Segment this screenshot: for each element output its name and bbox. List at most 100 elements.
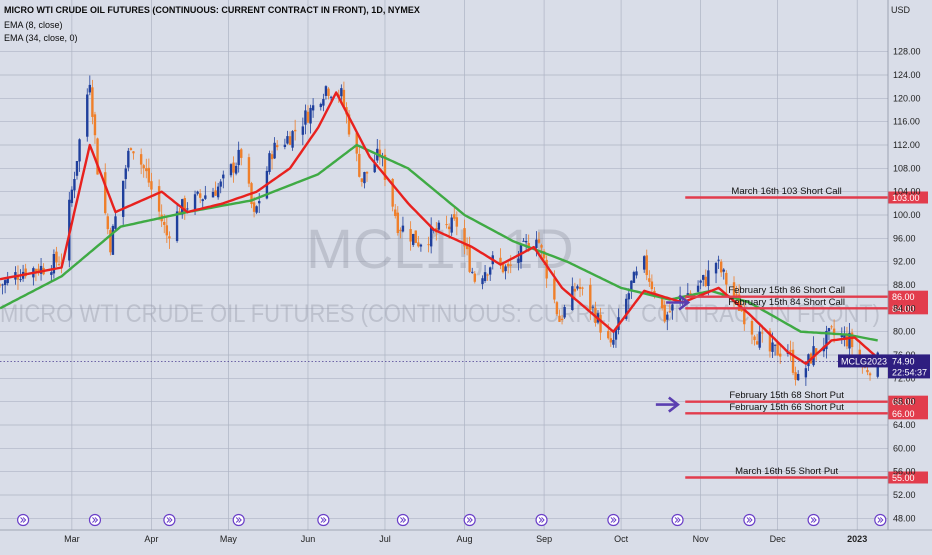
candle-down xyxy=(106,216,109,230)
price-tick-label: 108.00 xyxy=(893,163,921,173)
candle-up xyxy=(186,208,189,210)
candle-down xyxy=(104,172,107,214)
price-tick-label: 124.00 xyxy=(893,70,921,80)
candle-down xyxy=(499,257,502,264)
candle-down xyxy=(501,263,505,273)
candle-down xyxy=(560,318,564,321)
candle-down xyxy=(417,242,420,247)
candle-up xyxy=(627,293,630,300)
candle-up xyxy=(88,84,92,93)
candle-up xyxy=(175,211,179,241)
level-tag xyxy=(888,191,928,204)
candle-down xyxy=(150,181,153,190)
candle-down xyxy=(719,261,723,273)
time-tick-label: Oct xyxy=(614,534,629,544)
event-markers xyxy=(16,513,887,527)
candle-up xyxy=(848,332,851,349)
candle-down xyxy=(589,284,592,311)
candle-up xyxy=(73,178,76,191)
candle-up xyxy=(234,165,238,174)
current-price-text: 74.90 xyxy=(892,356,915,366)
candle-down xyxy=(866,370,869,373)
time-tick-label: Jun xyxy=(301,534,316,544)
candle-up xyxy=(204,195,207,199)
candle-down xyxy=(132,151,135,154)
time-axis[interactable]: Mar Apr May Jun Jul Aug Sep Oct Nov Dec 2023 xyxy=(0,529,932,544)
candle-down xyxy=(645,255,648,276)
candle-down xyxy=(275,145,279,148)
candle-up xyxy=(273,142,276,159)
candle-down xyxy=(91,87,94,117)
candle-up xyxy=(363,172,366,184)
candle-down xyxy=(198,193,202,198)
level-label: March 16th 103 Short Call xyxy=(731,186,841,197)
candle-down xyxy=(648,278,651,282)
candle-down xyxy=(139,154,143,165)
candle-down xyxy=(183,198,186,213)
chart-title-text: MICRO WTI CRUDE OIL FUTURES (CONTINUOUS:… xyxy=(4,5,420,15)
time-tick-label: 2023 xyxy=(847,534,867,544)
candle-down xyxy=(732,282,736,298)
price-tick-label: 52.00 xyxy=(893,490,916,500)
time-tick-label: Dec xyxy=(770,534,787,544)
candle-down xyxy=(573,288,577,292)
candle-up xyxy=(39,265,43,274)
option-levels: March 16th 103 Short Call 103.00 February … xyxy=(685,186,928,484)
candle-up xyxy=(412,233,415,245)
candle-down xyxy=(145,168,148,172)
candle-down xyxy=(327,88,330,96)
candle-up xyxy=(324,86,328,96)
candle-down xyxy=(506,263,510,267)
candle-down xyxy=(814,348,818,354)
candle-down xyxy=(342,89,346,107)
candle-up xyxy=(714,262,718,274)
candle-down xyxy=(581,287,584,289)
price-tick-label: 104.00 xyxy=(893,187,921,197)
event-icon-glyph xyxy=(746,517,753,523)
indicator-ema-slow[interactable]: EMA (34, close, 0) xyxy=(4,33,78,43)
candle-down xyxy=(427,244,430,246)
candle-down xyxy=(24,268,27,277)
level-label: March 16th 55 Short Put xyxy=(735,466,838,477)
candle-up xyxy=(311,105,315,111)
candle-up xyxy=(591,306,595,308)
candle-down xyxy=(578,286,582,289)
candle-down xyxy=(453,214,456,219)
candle-down xyxy=(540,245,543,248)
candle-up xyxy=(86,94,89,137)
candle-down xyxy=(850,332,854,348)
candle-up xyxy=(524,240,528,243)
candle-down xyxy=(252,202,256,212)
candle-up xyxy=(614,329,618,340)
current-price-tag xyxy=(888,354,930,379)
candle-down xyxy=(468,247,471,272)
candle-up xyxy=(75,161,79,176)
candle-up xyxy=(758,331,761,348)
time-tick-label: Sep xyxy=(536,534,552,544)
candle-up xyxy=(702,275,705,280)
candle-down xyxy=(394,209,397,216)
candle-up xyxy=(707,270,710,286)
candle-up xyxy=(825,330,828,350)
candle-down xyxy=(845,335,849,347)
candle-down xyxy=(650,281,654,290)
event-icon-glyph xyxy=(400,517,407,523)
candle-up xyxy=(52,254,56,274)
candle-down xyxy=(743,310,746,325)
candle-down xyxy=(16,275,20,280)
candle-down xyxy=(830,326,833,328)
indicator-ema-fast[interactable]: EMA (8, close) xyxy=(4,20,63,30)
price-tick-label: 128.00 xyxy=(893,47,921,57)
event-icon-glyph xyxy=(466,517,473,523)
candle-up xyxy=(771,342,774,352)
candle-down xyxy=(214,190,217,196)
candle-up xyxy=(488,267,492,275)
candle-down xyxy=(378,149,382,158)
event-icon-glyph xyxy=(674,517,681,523)
time-tick-label: Apr xyxy=(144,534,158,544)
candle-down xyxy=(663,305,666,322)
candle-down xyxy=(609,338,613,343)
